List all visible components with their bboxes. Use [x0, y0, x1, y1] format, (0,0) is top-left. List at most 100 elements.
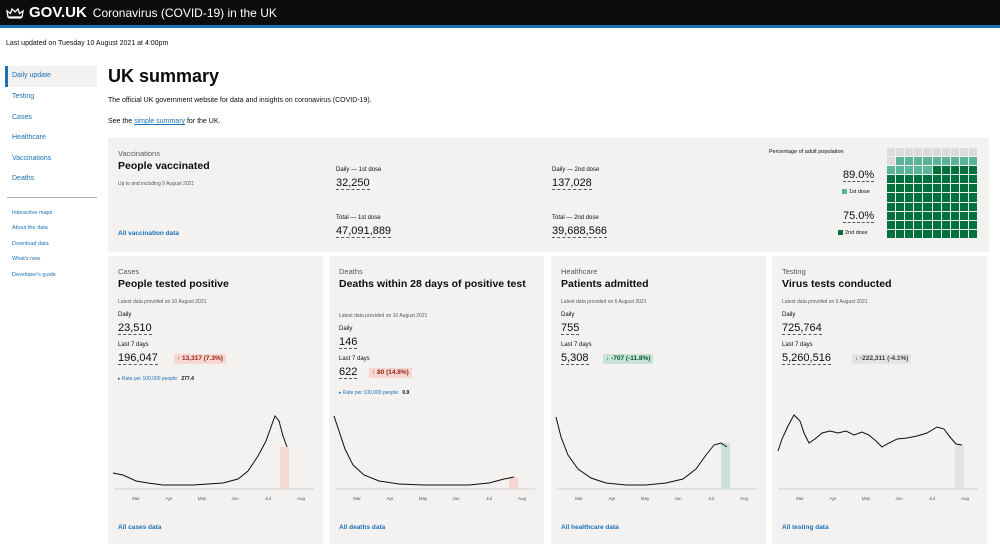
daily-second-dose-value[interactable]: 137,028 [552, 177, 592, 190]
chart-tick-label: Apr [386, 496, 394, 501]
waffle-cell [923, 157, 932, 166]
waffle-cell [941, 202, 950, 211]
nav-item-cases[interactable]: Cases [12, 113, 32, 121]
waffle-cell [968, 184, 977, 193]
waffle-cell [959, 184, 968, 193]
vaccination-waffle-chart [887, 148, 977, 238]
waffle-cell [914, 229, 923, 238]
first-dose-key: 1st dose [842, 189, 870, 195]
nav-item-whats-new[interactable]: What's new [12, 256, 41, 262]
govuk-logo-text[interactable]: GOV.UK [29, 4, 87, 21]
waffle-cell [941, 229, 950, 238]
chart-tick-label: Jun [895, 496, 903, 501]
chart-recent-bar [721, 443, 730, 489]
chart-tick-label: Aug [961, 496, 970, 501]
waffle-cell [923, 193, 932, 202]
card-all-data-link[interactable]: All testing data [782, 524, 829, 531]
waffle-cell [887, 229, 896, 238]
nav-item-daily-update[interactable]: Daily update [5, 66, 97, 87]
daily-first-dose-label: Daily — 1st dose [336, 167, 382, 173]
week-value[interactable]: 196,047 [118, 352, 158, 365]
daily-label: Daily [118, 312, 132, 318]
daily-value[interactable]: 755 [561, 322, 580, 335]
rate-toggle[interactable]: ▸ Rate per 100,000 people: 277.4 [118, 376, 194, 382]
all-vaccination-data-link[interactable]: All vaccination data [118, 230, 180, 237]
rate-label: ▸ Rate per 100,000 people: [118, 376, 179, 382]
waffle-cell [968, 193, 977, 202]
chart-tick-label: Mar [132, 496, 140, 501]
nav-item-about-the-data[interactable]: About the data [12, 225, 48, 231]
waffle-cell [905, 148, 914, 157]
week-value[interactable]: 5,260,516 [782, 352, 831, 365]
waffle-cell [914, 211, 923, 220]
nav-item-download-data[interactable]: Download data [12, 240, 49, 247]
week-value[interactable]: 622 [339, 366, 358, 379]
waffle-cell [941, 157, 950, 166]
see-prefix: See the [108, 118, 135, 125]
chart-line [112, 414, 288, 486]
daily-label: Daily [339, 326, 353, 332]
week-label: Last 7 days [339, 356, 370, 362]
nav-item-testing[interactable]: Testing [12, 93, 35, 100]
chart-line [777, 414, 963, 452]
second-dose-percentage[interactable]: 75.0% [843, 210, 875, 223]
first-dose-percentage[interactable]: 89.0% [843, 169, 875, 182]
trend-chart: Mar Apr May Jun Jul Aug [555, 416, 757, 501]
waffle-cell [905, 184, 914, 193]
waffle-cell [968, 220, 977, 229]
daily-value[interactable]: 23,510 [118, 322, 152, 335]
daily-value[interactable]: 725,764 [782, 322, 822, 335]
waffle-cell [887, 184, 896, 193]
chart-recent-bar [280, 447, 289, 489]
waffle-cell [950, 229, 959, 238]
rate-toggle[interactable]: ▸ Rate per 100,000 people: 0.9 [339, 390, 409, 396]
waffle-cell [923, 166, 932, 175]
daily-first-dose-value[interactable]: 32,250 [336, 177, 370, 190]
chart-tick-label: Mar [353, 496, 361, 501]
card-all-data-link[interactable]: All cases data [118, 524, 162, 531]
waffle-cell [887, 166, 896, 175]
nav-item-interactive-maps[interactable]: Interactive maps [12, 209, 53, 216]
waffle-cell [932, 175, 941, 184]
nav-item-healthcare[interactable]: Healthcare [12, 134, 46, 141]
total-second-dose-value[interactable]: 39,688,566 [552, 225, 608, 238]
vaccinations-card: Vaccinations People vaccinated Up to and… [108, 138, 989, 252]
simple-summary-link[interactable]: simple summary [134, 118, 186, 125]
waffle-cell [968, 229, 977, 238]
card-heading: Deaths within 28 days of positive test [339, 278, 526, 290]
waffle-cell [896, 148, 905, 157]
waffle-cell [887, 148, 896, 157]
card-updated: Latest data provided on 6 August 2021 [561, 299, 647, 305]
waffle-cell [923, 148, 932, 157]
nav-item-vaccinations[interactable]: Vaccinations [12, 154, 52, 162]
card-updated: Latest data provided on 10 August 2021 [339, 313, 428, 319]
daily-label: Daily [782, 312, 796, 318]
daily-second-dose-label: Daily — 2nd dose [552, 167, 600, 173]
chart-line [555, 416, 728, 486]
service-name[interactable]: Coronavirus (COVID-19) in the UK [92, 5, 277, 20]
chart-tick-label: Apr [829, 496, 837, 501]
nav-item-developers-guide[interactable]: Developer's guide [12, 271, 56, 278]
waffle-cell [959, 148, 968, 157]
card-caption: Testing [782, 267, 806, 276]
second-dose-key: 2nd dose [838, 230, 868, 236]
nav-item-deaths[interactable]: Deaths [12, 175, 35, 182]
waffle-cell [896, 166, 905, 175]
waffle-cell [932, 202, 941, 211]
total-second-dose-label: Total — 2nd dose [552, 215, 599, 221]
waffle-cell [923, 184, 932, 193]
daily-value[interactable]: 146 [339, 336, 358, 349]
card-all-data-link[interactable]: All deaths data [339, 524, 386, 531]
healthcare-card: Healthcare Patients admitted Latest data p… [551, 256, 766, 544]
card-heading: Patients admitted [561, 278, 649, 290]
chart-tick-label: May [198, 496, 207, 501]
card-all-data-link[interactable]: All healthcare data [561, 524, 619, 531]
chart-tick-label: Apr [165, 496, 173, 501]
week-value[interactable]: 5,308 [561, 352, 589, 365]
waffle-cell [959, 157, 968, 166]
waffle-cell [914, 148, 923, 157]
change-badge: ↑ 13,317 (7.3%) [174, 354, 226, 364]
waffle-cell [905, 166, 914, 175]
change-badge: ↓ -707 (-11.8%) [603, 354, 654, 364]
total-first-dose-value[interactable]: 47,091,889 [336, 225, 392, 238]
